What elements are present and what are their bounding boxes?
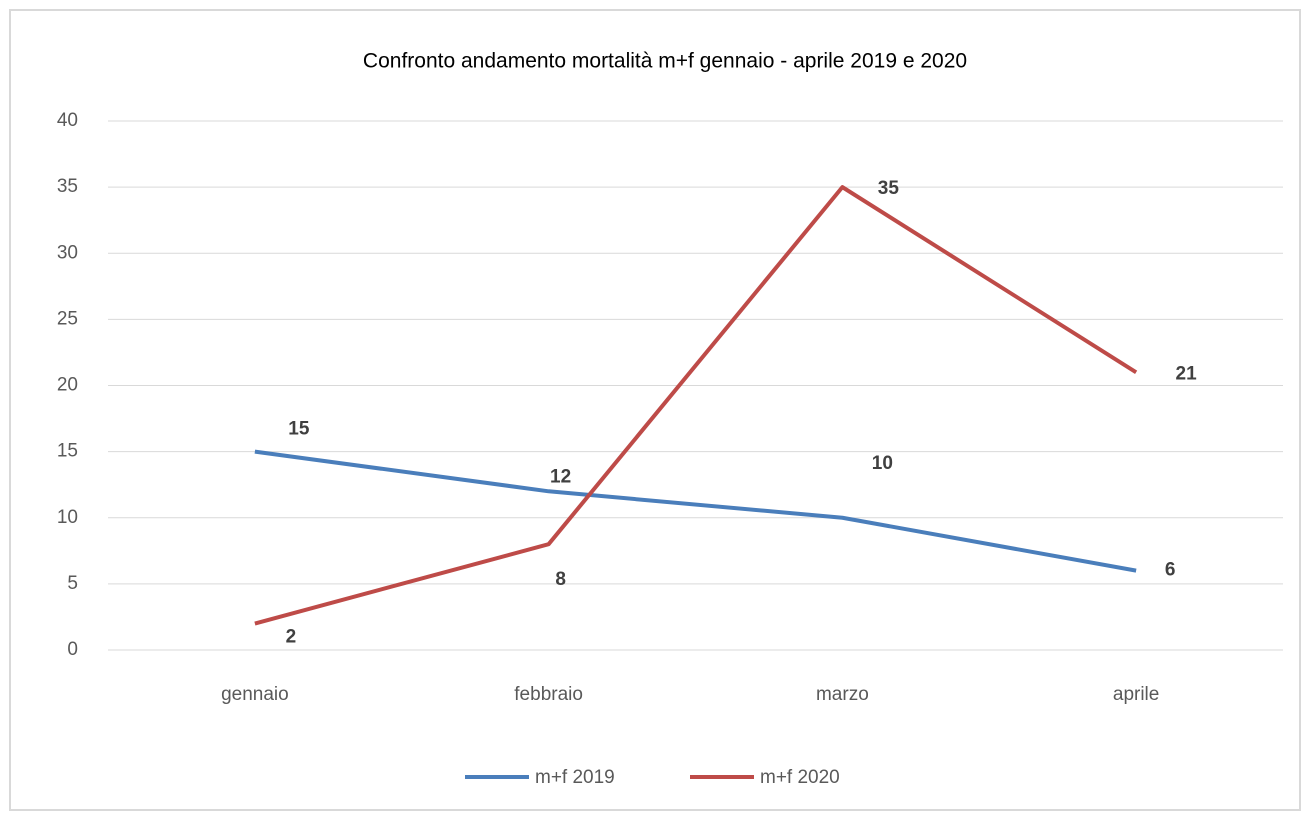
x-tick-label: febbraio xyxy=(514,684,583,705)
y-tick-label: 5 xyxy=(67,573,78,594)
legend-label: m+f 2019 xyxy=(535,767,615,788)
series-line xyxy=(254,185,1138,626)
y-tick-label: 10 xyxy=(57,507,78,528)
y-tick-label: 35 xyxy=(57,176,78,197)
x-tick-label: aprile xyxy=(1113,684,1159,705)
series-line xyxy=(254,449,1137,573)
y-tick-label: 0 xyxy=(67,639,78,660)
y-tick-label: 20 xyxy=(57,375,78,396)
data-label: 6 xyxy=(1165,560,1176,581)
data-label: 15 xyxy=(288,419,310,440)
data-label: 8 xyxy=(555,569,566,590)
y-tick-label: 30 xyxy=(57,242,78,263)
y-tick-label: 15 xyxy=(57,441,78,462)
chart-frame xyxy=(9,9,1301,811)
chart-title: Confronto andamento mortalità m+f gennai… xyxy=(363,50,967,73)
data-label: 35 xyxy=(878,178,900,199)
x-tick-label: marzo xyxy=(816,684,869,705)
data-label: 10 xyxy=(872,453,893,474)
data-label: 21 xyxy=(1176,363,1198,384)
x-tick-label: gennaio xyxy=(221,684,289,705)
data-label: 12 xyxy=(550,466,571,487)
y-tick-label: 40 xyxy=(57,110,78,131)
data-label: 2 xyxy=(286,627,297,648)
legend-label: m+f 2020 xyxy=(760,767,840,788)
y-tick-label: 25 xyxy=(57,308,78,329)
